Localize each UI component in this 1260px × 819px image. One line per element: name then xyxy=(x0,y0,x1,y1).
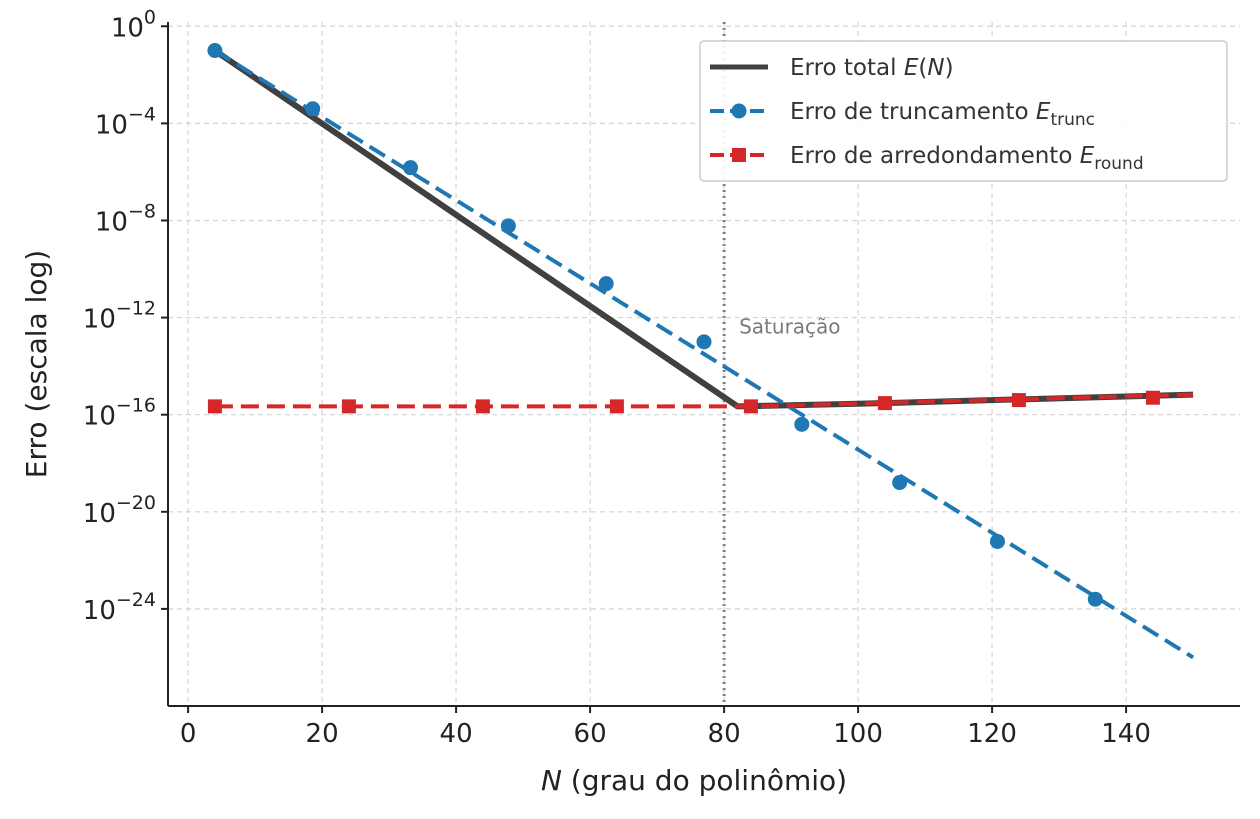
series-marker-2 xyxy=(877,396,892,411)
x-tick-label: 0 xyxy=(180,719,197,749)
series-marker-1 xyxy=(403,160,419,176)
y-tick-label: 10−12 xyxy=(83,298,156,335)
x-tick-label: 40 xyxy=(440,719,473,749)
series-marker-1 xyxy=(696,334,712,350)
series-marker-1 xyxy=(1087,591,1103,607)
y-tick-label: 10−24 xyxy=(83,589,156,626)
series-marker-1 xyxy=(598,276,614,292)
series-marker-2 xyxy=(207,399,222,414)
legend-box xyxy=(699,40,1228,182)
x-axis-label: N (grau do polinômio) xyxy=(541,764,847,797)
series-marker-1 xyxy=(989,533,1005,549)
x-tick-label: 60 xyxy=(574,719,607,749)
series-line-1 xyxy=(213,48,1195,660)
y-tick-label: 100 xyxy=(111,6,156,43)
x-tick-label: 80 xyxy=(708,719,741,749)
legend-label-1: Erro de truncamento Etrunc xyxy=(790,99,1095,130)
series-group xyxy=(207,43,1195,660)
series-marker-1 xyxy=(500,218,516,234)
saturation-label: Saturação xyxy=(739,315,840,339)
x-tick-label: 140 xyxy=(1101,719,1151,749)
series-marker-2 xyxy=(1011,393,1026,408)
y-axis-label: Erro (escala log) xyxy=(20,250,53,478)
y-tick-label: 10−4 xyxy=(95,103,156,140)
series-marker-1 xyxy=(207,43,223,59)
axes xyxy=(167,22,1240,707)
series-marker-2 xyxy=(475,399,490,414)
legend-marker-2 xyxy=(732,148,746,162)
legend-label-0: Erro total E(N) xyxy=(790,55,954,81)
x-tick-label: 100 xyxy=(833,719,883,749)
y-tick-label: 10−8 xyxy=(95,200,156,237)
legend: Erro total E(N) Erro de truncamento Etrun… xyxy=(699,40,1228,182)
legend-label-2: Erro de arredondamento Eround xyxy=(790,143,1144,174)
y-tick-label: 10−20 xyxy=(83,492,156,529)
series-marker-2 xyxy=(743,399,758,414)
series-marker-2 xyxy=(341,399,356,414)
series-marker-2 xyxy=(1145,390,1160,405)
y-tick-label: 10−16 xyxy=(83,395,156,432)
y-ticks: 100 10−4 10−8 10−12 10−16 10−20 10−24 xyxy=(83,6,168,626)
x-ticks: 0 20 40 60 80 100 120 140 xyxy=(180,706,1151,749)
series-marker-1 xyxy=(305,101,321,117)
x-axis-label-var: N xyxy=(541,764,562,797)
x-tick-label: 120 xyxy=(967,719,1017,749)
x-tick-label: 20 xyxy=(306,719,339,749)
series-marker-1 xyxy=(794,416,810,432)
legend-marker-1 xyxy=(731,103,747,119)
x-axis-label-text: (grau do polinômio) xyxy=(562,764,847,797)
series-marker-2 xyxy=(609,399,624,414)
series-marker-1 xyxy=(892,475,908,491)
